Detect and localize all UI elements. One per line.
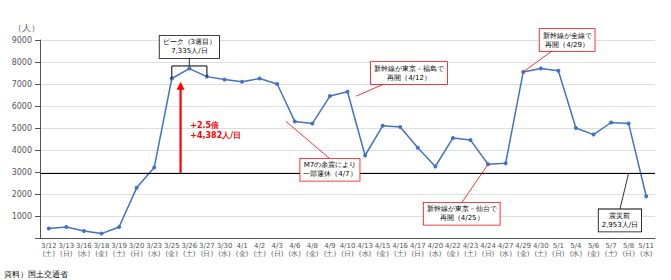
svg-text:(水): (水) [570, 250, 583, 258]
svg-text:(土): (土) [324, 250, 337, 258]
svg-text:(日): (日) [341, 250, 354, 258]
svg-text:新幹線が東京－福島で: 新幹線が東京－福島で [374, 65, 445, 73]
svg-text:5/7: 5/7 [605, 242, 616, 250]
svg-text:4/30: 4/30 [533, 242, 549, 250]
svg-text:(日): (日) [201, 250, 214, 258]
svg-text:一部運休（4/7）: 一部運休（4/7） [303, 170, 356, 178]
svg-text:5/8: 5/8 [623, 242, 634, 250]
svg-text:3/26: 3/26 [181, 242, 197, 250]
svg-text:4/27: 4/27 [498, 242, 514, 250]
svg-text:1000: 1000 [12, 212, 32, 221]
svg-text:3/20: 3/20 [129, 242, 145, 250]
svg-text:新幹線が全線で: 新幹線が全線で [543, 32, 593, 40]
svg-text:3/30: 3/30 [217, 242, 233, 250]
svg-text:4/6: 4/6 [289, 242, 301, 250]
svg-text:(日): (日) [622, 250, 635, 258]
svg-text:資料）国土交通省: 資料）国土交通省 [4, 270, 68, 279]
svg-text:(水): (水) [289, 250, 302, 258]
svg-text:3/23: 3/23 [146, 242, 162, 250]
svg-text:(水): (水) [148, 250, 161, 258]
svg-text:8000: 8000 [12, 58, 32, 67]
svg-text:(金): (金) [95, 250, 108, 258]
svg-text:4/22: 4/22 [445, 242, 461, 250]
svg-text:5/4: 5/4 [570, 242, 582, 250]
svg-text:(日): (日) [271, 250, 284, 258]
svg-text:7000: 7000 [12, 80, 32, 89]
svg-text:(土): (土) [183, 250, 196, 258]
svg-text:7,335人/日: 7,335人/日 [171, 47, 207, 55]
svg-text:(水): (水) [640, 250, 653, 258]
svg-text:(日): (日) [60, 250, 73, 258]
svg-text:(土): (土) [605, 250, 618, 258]
svg-text:(金): (金) [236, 250, 249, 258]
svg-text:(日): (日) [552, 250, 565, 258]
svg-text:(金): (金) [517, 250, 530, 258]
svg-text:再開（4/29）: 再開（4/29） [545, 41, 589, 49]
svg-text:+2.5倍: +2.5倍 [190, 121, 219, 130]
svg-text:4/9: 4/9 [324, 242, 335, 250]
svg-text:(金): (金) [166, 250, 179, 258]
svg-text:3/19: 3/19 [111, 242, 127, 250]
svg-text:5/6: 5/6 [588, 242, 600, 250]
svg-text:新幹線が東京－仙台で: 新幹線が東京－仙台で [427, 205, 498, 213]
svg-text:4/13: 4/13 [357, 242, 373, 250]
svg-text:4/17: 4/17 [410, 242, 426, 250]
svg-text:(水): (水) [499, 250, 512, 258]
svg-text:3/13: 3/13 [58, 242, 74, 250]
svg-text:4/15: 4/15 [375, 242, 391, 250]
svg-text:2,953人/日: 2,953人/日 [602, 221, 638, 229]
svg-text:9000: 9000 [12, 36, 32, 45]
svg-text:(金): (金) [376, 250, 389, 258]
svg-text:（人）: （人） [13, 23, 40, 33]
svg-text:4/24: 4/24 [480, 242, 496, 250]
svg-text:(日): (日) [482, 250, 495, 258]
svg-text:ピーク（3週目）: ピーク（3週目） [163, 38, 216, 46]
svg-text:(水): (水) [359, 250, 372, 258]
svg-text:5/1: 5/1 [553, 242, 564, 250]
svg-text:4/3: 4/3 [272, 242, 283, 250]
svg-text:(日): (日) [130, 250, 143, 258]
svg-text:(水): (水) [218, 250, 231, 258]
svg-text:(金): (金) [447, 250, 460, 258]
svg-text:5000: 5000 [12, 124, 32, 133]
svg-text:4/1: 4/1 [236, 242, 247, 250]
svg-text:(土): (土) [394, 250, 407, 258]
svg-text:5/11: 5/11 [638, 242, 654, 250]
svg-text:(土): (土) [43, 250, 56, 258]
svg-text:4/2: 4/2 [254, 242, 265, 250]
svg-text:(土): (土) [464, 250, 477, 258]
svg-text:4/29: 4/29 [515, 242, 531, 250]
svg-text:3/16: 3/16 [76, 242, 92, 250]
svg-text:4/16: 4/16 [392, 242, 408, 250]
svg-text:震災前: 震災前 [609, 212, 630, 220]
svg-text:(土): (土) [535, 250, 548, 258]
svg-text:(水): (水) [429, 250, 442, 258]
svg-text:(水): (水) [78, 250, 91, 258]
svg-text:4/10: 4/10 [340, 242, 356, 250]
svg-text:3/25: 3/25 [164, 242, 180, 250]
svg-text:3/18: 3/18 [94, 242, 110, 250]
svg-text:4/20: 4/20 [427, 242, 443, 250]
svg-text:3/27: 3/27 [199, 242, 215, 250]
svg-text:6000: 6000 [12, 102, 32, 111]
svg-text:+4,382人/日: +4,382人/日 [190, 131, 241, 140]
svg-text:(金): (金) [306, 250, 319, 258]
svg-text:再開（4/12）: 再開（4/12） [387, 74, 431, 82]
svg-text:3/12: 3/12 [41, 242, 57, 250]
svg-text:(土): (土) [113, 250, 126, 258]
svg-text:4000: 4000 [12, 146, 32, 155]
svg-text:2000: 2000 [12, 190, 32, 199]
svg-text:3000: 3000 [12, 168, 32, 177]
svg-text:再開（4/25）: 再開（4/25） [440, 214, 484, 222]
svg-text:(日): (日) [412, 250, 425, 258]
svg-text:M7の余震により: M7の余震により [304, 161, 357, 169]
svg-text:4/23: 4/23 [463, 242, 479, 250]
svg-text:(土): (土) [253, 250, 266, 258]
svg-text:(金): (金) [587, 250, 600, 258]
svg-text:4/8: 4/8 [307, 242, 318, 250]
